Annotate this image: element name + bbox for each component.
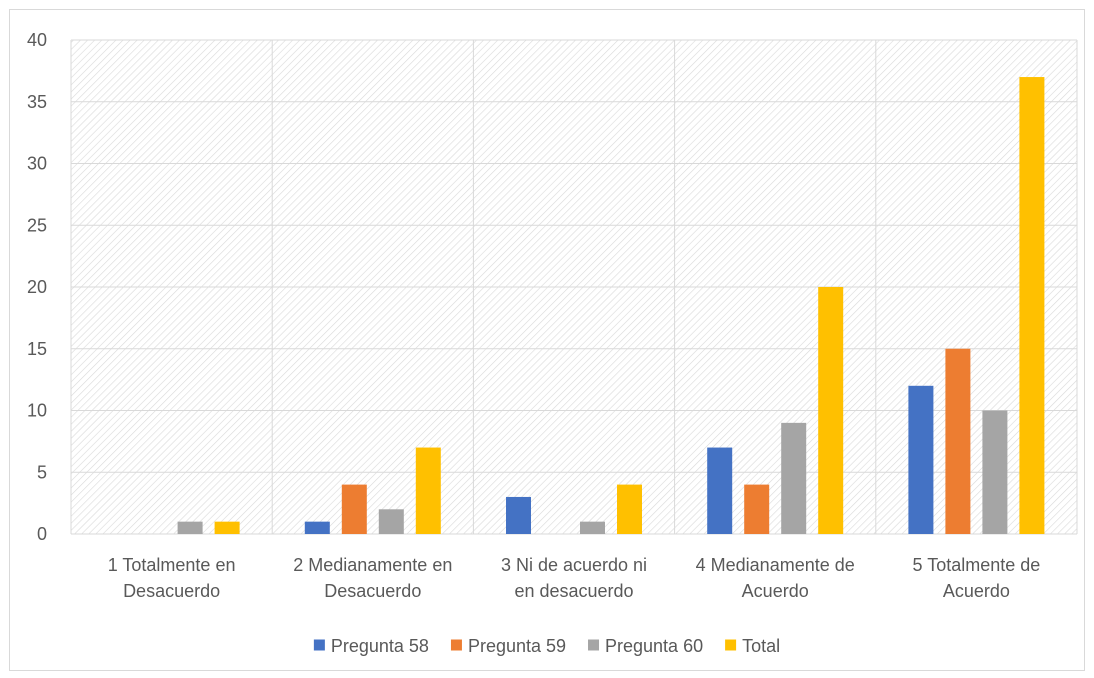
bar [214,521,240,534]
bar [177,521,203,534]
y-tick-label: 0 [37,524,47,544]
bar [341,484,367,534]
legend-label: Pregunta 59 [468,636,566,656]
bar [982,410,1008,534]
y-tick-label: 30 [27,154,47,174]
legend: Pregunta 58 Pregunta 59 Pregunta 60 Total [313,636,780,656]
legend-label: Pregunta 58 [331,636,429,656]
bar [415,447,441,534]
legend-swatch [450,639,462,651]
bar [617,484,642,534]
x-category-label: 3 Ni de acuerdo ni en desacuerdo [501,555,647,601]
x-category-label: 5 Totalmente de Acuerdo [913,555,1041,601]
bar [945,348,971,534]
bar [1019,77,1045,535]
bar [378,509,404,534]
x-axis-labels: 1 Totalmente en Desacuerdo 2 Medianamente … [108,555,1041,601]
y-tick-label: 15 [27,339,47,359]
y-tick-label: 20 [27,277,47,297]
bar [506,496,531,534]
bar [781,422,807,534]
y-tick-label: 35 [27,92,47,112]
legend-swatch [313,639,325,651]
bar [707,447,733,534]
bars [177,77,1045,535]
legend-swatch [588,639,600,651]
y-tick-label: 40 [27,30,47,50]
legend-label: Total [742,636,780,656]
bar [304,521,330,534]
y-tick-label: 10 [27,401,47,421]
y-tick-label: 25 [27,215,47,235]
legend-label: Pregunta 60 [605,636,703,656]
bar [580,521,605,534]
x-category-label: 1 Totalmente en Desacuerdo [108,555,236,601]
y-axis-ticks: 0 5 10 15 20 25 30 35 40 [27,30,47,544]
x-category-label: 2 Medianamente en Desacuerdo [293,555,452,601]
legend-swatch [725,639,737,651]
bar [744,484,770,534]
bar [908,385,934,534]
bar [818,287,844,534]
y-tick-label: 5 [37,462,47,482]
x-category-label: 4 Medianamente de Acuerdo [696,555,855,601]
